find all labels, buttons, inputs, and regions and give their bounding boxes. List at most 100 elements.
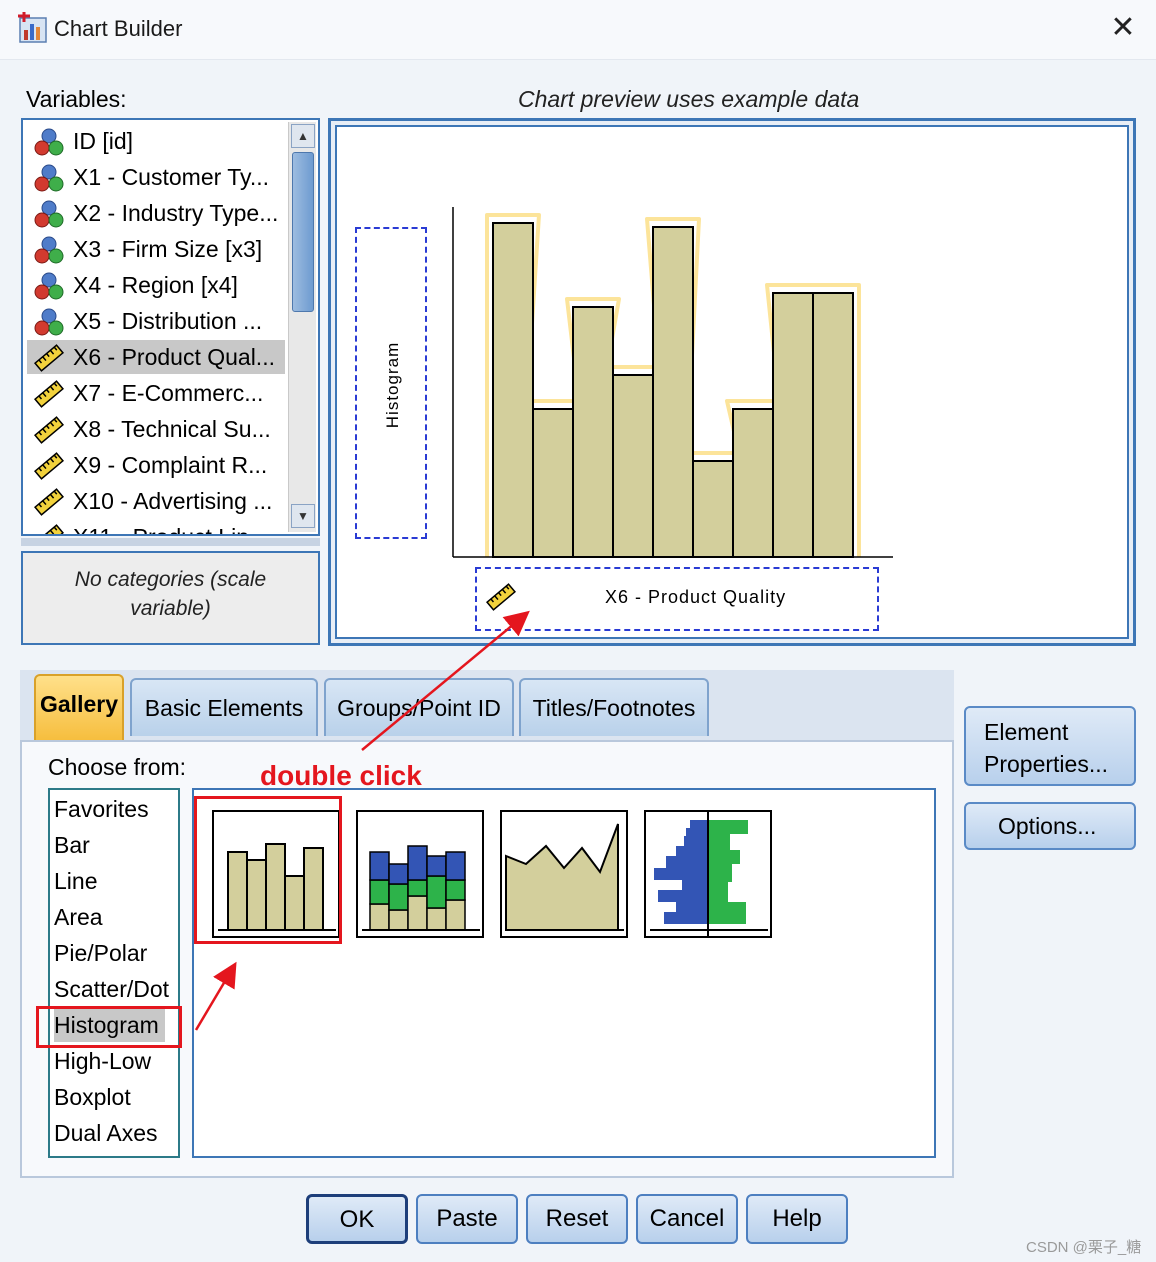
- variable-label: X2 - Industry Type...: [73, 200, 279, 226]
- histogram-bar-0: [492, 222, 534, 558]
- chart-preview-canvas[interactable]: Histogram X6 - Product Quality: [328, 118, 1136, 646]
- stacked-histogram-icon[interactable]: [356, 810, 484, 938]
- variable-item[interactable]: X4 - Region [x4]: [27, 268, 285, 302]
- chart-type-item[interactable]: High-Low: [54, 1048, 152, 1074]
- annotation-highlight-thumbnail: [194, 796, 342, 944]
- chart-type-item[interactable]: Favorites: [54, 796, 149, 822]
- histogram-preview: [452, 207, 893, 558]
- chart-type-item[interactable]: Histogram: [54, 1008, 165, 1042]
- chart-builder-app-icon: [18, 12, 47, 43]
- variable-label: X4 - Region [x4]: [73, 272, 238, 298]
- nominal-icon: [34, 128, 64, 156]
- chart-type-item[interactable]: Line: [54, 868, 98, 894]
- preview-caption: Chart preview uses example data: [518, 86, 860, 112]
- annotation-text: double click: [260, 760, 422, 791]
- variable-item[interactable]: X8 - Technical Su...: [27, 412, 285, 446]
- variables-label: Variables:: [26, 86, 127, 112]
- scale-ruler-icon: [34, 488, 64, 516]
- histogram-hover-outline: [485, 213, 861, 557]
- chart-type-list[interactable]: Favorites Bar Line Area Pie/Polar Scatter/Dot…: [48, 788, 180, 1158]
- scale-ruler-icon: [34, 452, 64, 480]
- x-axis-drop-zone[interactable]: X6 - Product Quality: [475, 567, 879, 631]
- chart-type-item[interactable]: Boxplot: [54, 1084, 131, 1110]
- histogram-bar-4: [652, 226, 694, 558]
- element-properties-label-2: Properties...: [984, 751, 1108, 777]
- tab-groups-point-id[interactable]: Groups/Point ID: [324, 678, 514, 736]
- choose-from-label: Choose from:: [48, 754, 187, 780]
- variables-scrollbar[interactable]: ▲ ▼: [288, 122, 316, 532]
- nominal-icon: [34, 272, 64, 300]
- histogram-bar-2: [572, 306, 614, 558]
- frequency-polygon-icon[interactable]: [500, 810, 628, 938]
- histogram-bar-6: [732, 408, 774, 558]
- population-pyramid-icon[interactable]: [644, 810, 772, 938]
- scroll-thumb[interactable]: [292, 152, 314, 312]
- chart-type-item[interactable]: Bar: [54, 832, 90, 858]
- chart-gallery-area[interactable]: [192, 788, 936, 1158]
- paste-button[interactable]: Paste: [416, 1194, 518, 1244]
- scroll-down-icon[interactable]: ▼: [291, 504, 315, 528]
- x-axis-variable-label: X6 - Product Quality: [605, 587, 787, 607]
- variable-item[interactable]: X6 - Product Qual...: [27, 340, 285, 374]
- simple-histogram-icon[interactable]: [212, 810, 340, 938]
- variable-label: X8 - Technical Su...: [73, 416, 271, 442]
- variable-item[interactable]: ID [id]: [27, 124, 285, 158]
- chart-type-item[interactable]: Pie/Polar: [54, 940, 148, 966]
- help-button[interactable]: Help: [746, 1194, 848, 1244]
- reset-button[interactable]: Reset: [526, 1194, 628, 1244]
- scale-ruler-icon: [34, 524, 64, 534]
- cancel-button[interactable]: Cancel: [636, 1194, 738, 1244]
- histogram-bar-3: [612, 374, 654, 558]
- scale-ruler-icon: [34, 380, 64, 408]
- chart-type-item[interactable]: Scatter/Dot: [54, 976, 170, 1002]
- element-properties-label-1: Element: [984, 719, 1069, 745]
- nominal-icon: [34, 236, 64, 264]
- variable-item[interactable]: X1 - Customer Ty...: [27, 160, 285, 194]
- variable-label: X7 - E-Commerc...: [73, 380, 264, 406]
- window-title: Chart Builder: [54, 16, 183, 41]
- nominal-icon: [34, 308, 64, 336]
- list-splitter-handle[interactable]: [21, 538, 320, 546]
- variable-label: X10 - Advertising ...: [73, 488, 273, 514]
- categories-panel: No categories (scale variable): [21, 551, 320, 645]
- variable-item[interactable]: X9 - Complaint R...: [27, 448, 285, 482]
- tab-gallery[interactable]: Gallery: [34, 674, 124, 740]
- tab-basic-elements[interactable]: Basic Elements: [130, 678, 318, 736]
- y-axis-drop-zone[interactable]: Histogram: [355, 227, 427, 539]
- scale-ruler-icon: [486, 583, 516, 611]
- nominal-icon: [34, 200, 64, 228]
- chart-type-item[interactable]: Area: [54, 904, 103, 930]
- histogram-bar-5: [692, 460, 734, 558]
- variable-label: X6 - Product Qual...: [73, 344, 275, 370]
- variable-item[interactable]: X7 - E-Commerc...: [27, 376, 285, 410]
- variable-label: ID [id]: [73, 128, 134, 154]
- annotation-highlight-histogram: [36, 1006, 182, 1048]
- histogram-bar-7: [772, 292, 814, 558]
- scroll-up-icon[interactable]: ▲: [291, 124, 315, 148]
- tab-titles-footnotes[interactable]: Titles/Footnotes: [519, 678, 709, 736]
- variable-item[interactable]: X3 - Firm Size [x3]: [27, 232, 285, 266]
- variable-label: X9 - Complaint R...: [73, 452, 268, 478]
- tab-strip: Gallery Basic Elements Groups/Point ID T…: [20, 670, 954, 742]
- variable-label: X5 - Distribution ...: [73, 308, 263, 334]
- y-axis-drop-label: Histogram: [383, 341, 402, 429]
- histogram-bar-8: [812, 292, 854, 558]
- variable-item[interactable]: X11 - Product Lin...: [27, 520, 285, 534]
- variable-label: X3 - Firm Size [x3]: [73, 236, 263, 262]
- nominal-icon: [34, 164, 64, 192]
- close-button[interactable]: ✕: [1110, 11, 1136, 44]
- variable-item[interactable]: X10 - Advertising ...: [27, 484, 285, 518]
- variable-item[interactable]: X5 - Distribution ...: [27, 304, 285, 338]
- chart-type-item[interactable]: Dual Axes: [54, 1120, 158, 1146]
- ok-button[interactable]: OK: [306, 1194, 408, 1244]
- variable-item[interactable]: X2 - Industry Type...: [27, 196, 285, 230]
- gallery-panel: Choose from: Favorites Bar Line Area Pie/Pol…: [20, 740, 954, 1178]
- options-button[interactable]: Options...: [964, 802, 1136, 850]
- histogram-bar-1: [532, 408, 574, 558]
- element-properties-button[interactable]: Element Properties...: [964, 706, 1136, 786]
- scale-ruler-icon: [34, 344, 64, 372]
- variable-label: X11 - Product Lin...: [73, 520, 268, 534]
- scale-ruler-icon: [34, 416, 64, 444]
- variables-list[interactable]: ▲ ▼ ID [id] X1 - Customer Ty... X2 - Indus…: [21, 118, 320, 536]
- title-bar: Chart Builder ✕: [0, 0, 1156, 60]
